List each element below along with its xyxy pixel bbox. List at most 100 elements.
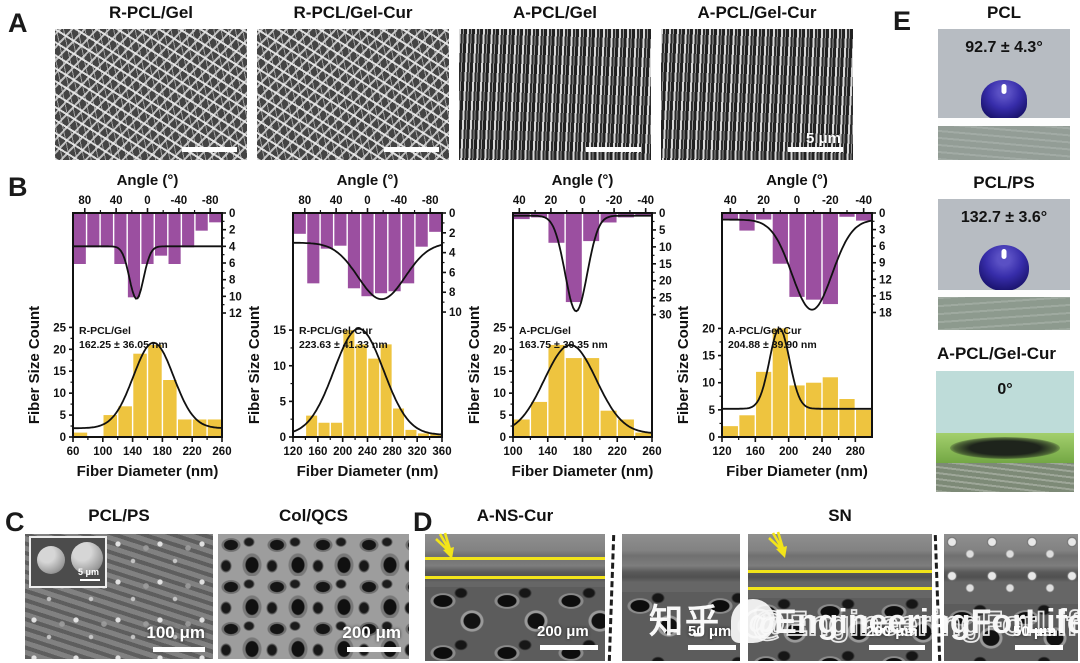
svg-text:60: 60 bbox=[67, 446, 80, 458]
svg-text:4: 4 bbox=[449, 248, 456, 260]
sem-image-sn-low-mag bbox=[748, 534, 932, 661]
scale-bar bbox=[540, 645, 598, 650]
sem-title-a-pcl-gel: A-PCL/Gel bbox=[512, 3, 598, 22]
layer-boundary-line bbox=[425, 576, 605, 579]
svg-text:163.75 ± 30.35 nm: 163.75 ± 30.35 nm bbox=[519, 339, 608, 351]
svg-text:12: 12 bbox=[229, 308, 242, 320]
svg-text:Fiber Diameter (nm): Fiber Diameter (nm) bbox=[297, 463, 439, 480]
svg-text:80: 80 bbox=[78, 195, 91, 207]
droplet-highlight bbox=[1001, 84, 1007, 94]
scale-bar-label: 200 μm bbox=[537, 623, 589, 640]
svg-text:10: 10 bbox=[449, 307, 462, 319]
svg-text:Fiber Diameter (nm): Fiber Diameter (nm) bbox=[512, 463, 654, 480]
sem-title-a-pcl-gel-cur: A-PCL/Gel-Cur bbox=[697, 3, 817, 22]
svg-text:15: 15 bbox=[273, 325, 286, 337]
scale-bar-label: 200 μm bbox=[342, 623, 401, 642]
svg-text:204.88 ± 39.90 nm: 204.88 ± 39.90 nm bbox=[728, 339, 817, 351]
svg-text:6: 6 bbox=[449, 267, 455, 279]
svg-text:40: 40 bbox=[513, 195, 526, 207]
water-droplet bbox=[979, 245, 1029, 291]
contact-angle-value: 92.7 ± 4.3° bbox=[965, 39, 1043, 56]
svg-text:0: 0 bbox=[879, 208, 885, 220]
microsphere bbox=[71, 542, 103, 574]
substrate bbox=[936, 463, 1074, 492]
contact-angle-value: 132.7 ± 3.6° bbox=[960, 209, 1048, 226]
sem-title-r-pcl-gel-cur: R-PCL/Gel-Cur bbox=[293, 3, 413, 22]
svg-text:Angle (°): Angle (°) bbox=[766, 172, 828, 189]
watermark-zhihu-text: 知乎 bbox=[649, 603, 721, 641]
svg-text:Angle (°): Angle (°) bbox=[337, 172, 399, 189]
svg-text:25: 25 bbox=[659, 293, 672, 305]
svg-text:10: 10 bbox=[659, 242, 672, 254]
svg-text:Fiber Size Count: Fiber Size Count bbox=[247, 306, 263, 424]
svg-text:Fiber Size Count: Fiber Size Count bbox=[27, 306, 43, 424]
svg-text:0: 0 bbox=[144, 195, 150, 207]
svg-text:320: 320 bbox=[408, 446, 427, 458]
panel-b-label: B bbox=[8, 172, 28, 202]
svg-text:Fiber Size Count: Fiber Size Count bbox=[467, 306, 483, 424]
svg-text:5: 5 bbox=[500, 410, 507, 422]
svg-text:240: 240 bbox=[812, 446, 831, 458]
svg-text:Fiber Diameter (nm): Fiber Diameter (nm) bbox=[726, 463, 868, 480]
layer-boundary-line bbox=[748, 587, 932, 590]
svg-text:20: 20 bbox=[53, 344, 66, 356]
contact-angle-image-a-pcl-gel-cur: 0° bbox=[936, 371, 1074, 492]
scale-bar-label: 50 μm bbox=[1013, 623, 1057, 640]
svg-text:120: 120 bbox=[712, 446, 731, 458]
svg-text:40: 40 bbox=[110, 195, 123, 207]
svg-text:223.63 ± 41.33 nm: 223.63 ± 41.33 nm bbox=[299, 339, 388, 351]
svg-text:-20: -20 bbox=[822, 195, 839, 207]
svg-text:280: 280 bbox=[846, 446, 865, 458]
svg-text:Angle (°): Angle (°) bbox=[117, 172, 179, 189]
svg-text:10: 10 bbox=[273, 361, 286, 373]
histogram-chart-r-pcl-gel: Angle (°) 80 40 0 -40 -80 0 2 4 6 8 10 12 0 5 10 15 20 25 6… bbox=[27, 168, 268, 486]
svg-text:160: 160 bbox=[308, 446, 327, 458]
svg-text:20: 20 bbox=[702, 323, 715, 335]
scale-bar-label: 5 μm bbox=[805, 130, 841, 147]
svg-text:9: 9 bbox=[879, 258, 885, 270]
dashed-separator bbox=[607, 534, 616, 662]
svg-text:220: 220 bbox=[183, 446, 202, 458]
svg-text:260: 260 bbox=[642, 446, 661, 458]
svg-text:180: 180 bbox=[153, 446, 172, 458]
sem-image-a-pcl-gel-cur: 5 μm bbox=[661, 29, 853, 160]
svg-text:8: 8 bbox=[449, 287, 456, 299]
microsphere-layer bbox=[944, 534, 1078, 601]
svg-text:15: 15 bbox=[702, 351, 715, 363]
svg-text:0: 0 bbox=[794, 195, 800, 207]
zhihu-logo-icon bbox=[731, 599, 775, 643]
sem-image-sn-high-mag bbox=[944, 534, 1078, 661]
scale-bar bbox=[586, 147, 641, 152]
svg-text:5: 5 bbox=[709, 405, 716, 417]
svg-text:180: 180 bbox=[573, 446, 592, 458]
scale-bar bbox=[182, 147, 237, 152]
contact-angle-title-pcl: PCL bbox=[987, 3, 1021, 22]
sem-image-a-ns-cur-high-mag bbox=[622, 534, 740, 661]
svg-text:-40: -40 bbox=[637, 195, 654, 207]
svg-text:18: 18 bbox=[879, 307, 892, 319]
svg-text:5: 5 bbox=[60, 410, 67, 422]
svg-text:30: 30 bbox=[659, 310, 672, 322]
svg-text:20: 20 bbox=[493, 344, 506, 356]
contact-angle-image-pcl: 92.7 ± 4.3° bbox=[938, 29, 1070, 160]
sem-image-r-pcl-gel-cur bbox=[257, 29, 449, 160]
scale-bar bbox=[153, 647, 205, 652]
inset-scale-bar bbox=[80, 579, 100, 581]
histogram-chart-a-pcl-gel-cur: Angle (°) 40 20 0 -20 -40 0 3 6 9 12 15 18 0 5 10 15 20 12… bbox=[676, 168, 918, 486]
svg-text:25: 25 bbox=[493, 322, 506, 334]
watermark: 知乎 @EngineeringForLife @EngineeringForLife bbox=[649, 594, 1080, 644]
contact-angle-image-pcl-ps: 132.7 ± 3.6° bbox=[938, 199, 1070, 330]
spread-droplet bbox=[950, 437, 1060, 459]
svg-text:6: 6 bbox=[229, 258, 235, 270]
svg-text:160: 160 bbox=[746, 446, 765, 458]
svg-text:162.25 ± 36.05 nm: 162.25 ± 36.05 nm bbox=[79, 339, 168, 351]
panel-a-label: A bbox=[8, 8, 28, 38]
svg-text:120: 120 bbox=[283, 446, 302, 458]
svg-text:20: 20 bbox=[757, 195, 770, 207]
svg-text:280: 280 bbox=[383, 446, 402, 458]
svg-text:A-PCL/Gel: A-PCL/Gel bbox=[519, 325, 571, 337]
contact-angle-value: 0° bbox=[997, 381, 1013, 398]
scale-bar-label: 50 μm bbox=[688, 623, 732, 640]
contact-angle-title-pcl-ps: PCL/PS bbox=[973, 173, 1035, 192]
panel-d-label: D bbox=[413, 507, 433, 537]
